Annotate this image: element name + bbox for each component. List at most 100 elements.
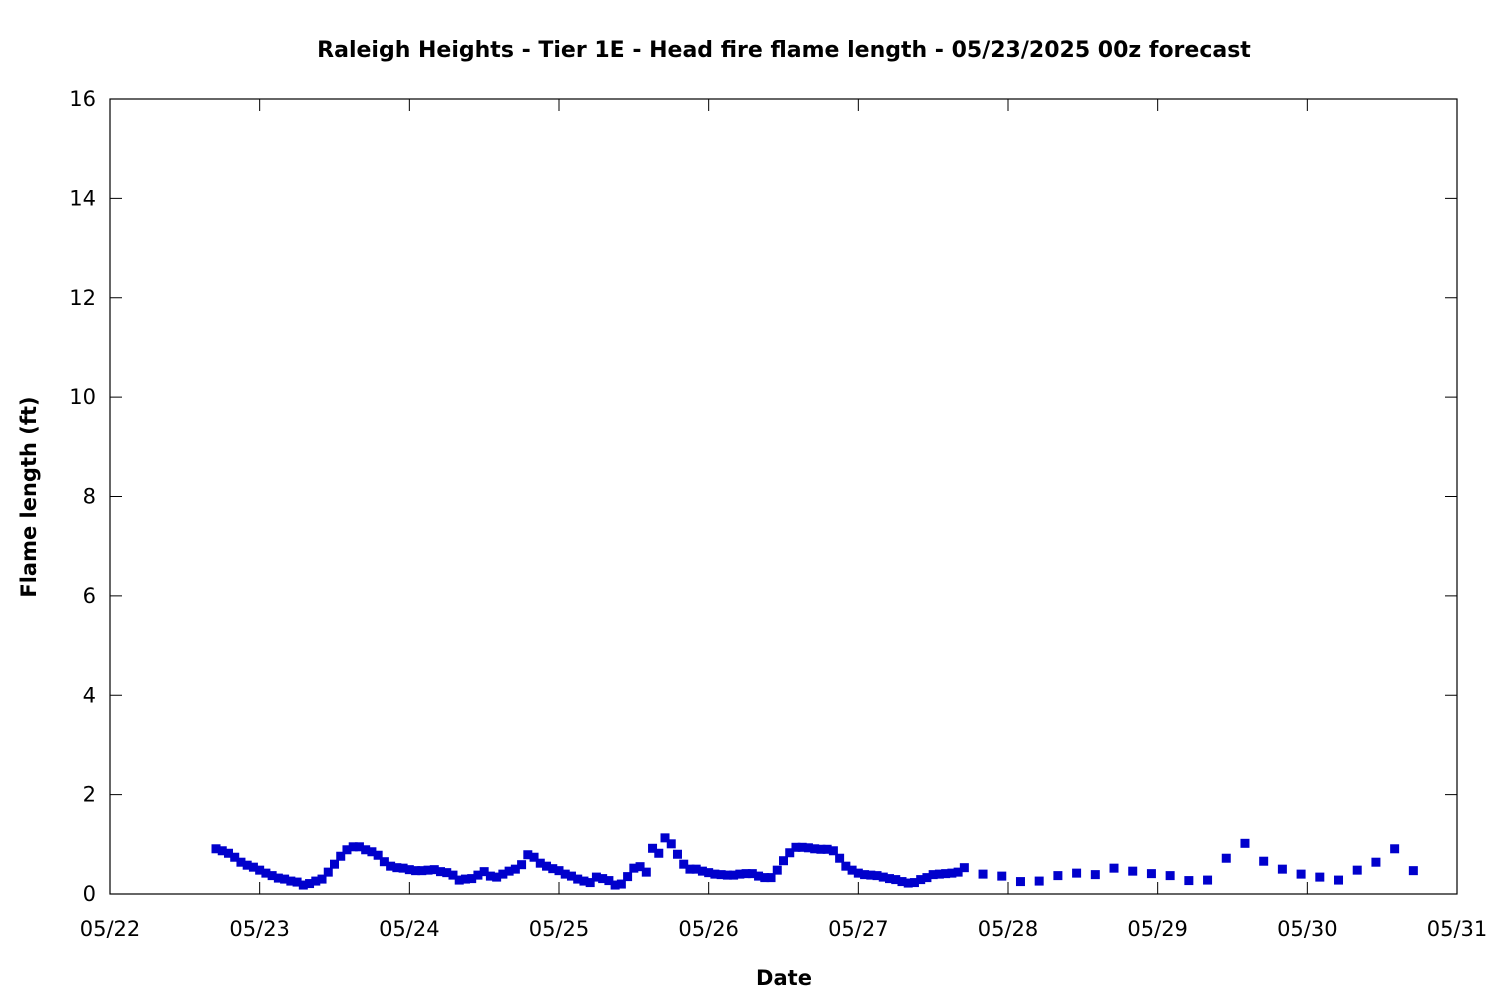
data-point (959, 863, 969, 873)
data-point (1277, 864, 1287, 874)
data-points (211, 833, 1418, 890)
data-point (442, 868, 452, 878)
data-point (629, 863, 639, 873)
data-point (286, 876, 296, 886)
data-point (460, 874, 470, 884)
data-point (810, 844, 820, 854)
data-point (791, 842, 801, 852)
data-point (342, 845, 352, 855)
x-axis-title: Date (756, 966, 812, 990)
data-point (510, 864, 520, 874)
data-point (560, 869, 570, 879)
data-point (348, 842, 358, 852)
data-point (554, 866, 564, 876)
data-point (1296, 869, 1306, 879)
data-point (479, 867, 489, 877)
data-point (872, 871, 882, 881)
y-tick-label: 14 (69, 186, 96, 210)
data-point (542, 861, 552, 871)
data-point (654, 848, 664, 858)
data-point (1128, 866, 1138, 876)
data-point (1352, 865, 1362, 875)
data-point (361, 845, 371, 855)
data-point (610, 880, 620, 890)
y-tick-label: 2 (83, 783, 96, 807)
data-point (666, 839, 676, 849)
data-point (223, 848, 233, 858)
data-point (467, 874, 477, 884)
data-point (754, 871, 764, 881)
data-point (623, 872, 633, 882)
data-point (860, 870, 870, 880)
y-tick-label: 12 (69, 286, 96, 310)
data-point (379, 857, 389, 867)
data-point (635, 862, 645, 872)
data-point (535, 858, 545, 868)
data-point (1165, 871, 1175, 881)
data-point (941, 869, 951, 879)
data-point (847, 865, 857, 875)
data-point (473, 870, 483, 880)
y-tick-label: 4 (83, 683, 96, 707)
data-point (566, 871, 576, 881)
data-point (579, 876, 589, 886)
data-point (1203, 875, 1213, 885)
data-point (679, 859, 689, 869)
data-point (585, 878, 595, 888)
data-point (255, 865, 265, 875)
y-tick-label: 10 (69, 385, 96, 409)
data-point (404, 865, 414, 875)
data-point (1390, 844, 1400, 854)
data-point (604, 876, 614, 886)
data-point (454, 875, 464, 885)
x-axis-ticks: 05/22 05/23 05/24 05/25 05/26 05/27 05/28 05/29… (80, 99, 1487, 941)
data-point (891, 875, 901, 885)
data-point (591, 872, 601, 882)
data-point (1109, 863, 1119, 873)
data-point (797, 842, 807, 852)
data-point (616, 879, 626, 889)
data-point (828, 846, 838, 856)
data-point (710, 869, 720, 879)
data-point (392, 863, 402, 873)
data-point (953, 867, 963, 877)
x-tick-label: 05/30 (1277, 917, 1338, 941)
data-point (298, 880, 308, 890)
data-point (735, 869, 745, 879)
data-point (323, 867, 333, 877)
data-point (866, 870, 876, 880)
data-point (841, 861, 851, 871)
data-point (641, 867, 651, 877)
data-point (1334, 875, 1344, 885)
data-point (909, 878, 919, 888)
data-point (853, 868, 863, 878)
data-point (242, 860, 252, 870)
data-point (1259, 856, 1269, 866)
data-point (766, 873, 776, 883)
x-tick-label: 05/24 (379, 917, 440, 941)
data-point (423, 865, 433, 875)
data-point (1371, 857, 1381, 867)
y-tick-label: 6 (83, 584, 96, 608)
data-point (498, 869, 508, 879)
data-point (1184, 876, 1194, 886)
plot-frame (109, 98, 1458, 895)
data-point (417, 866, 427, 876)
data-point (354, 842, 364, 852)
data-point (672, 849, 682, 859)
data-point (317, 874, 327, 884)
data-point (947, 868, 957, 878)
data-point (230, 852, 240, 862)
data-point (779, 856, 788, 866)
x-tick-label: 05/25 (529, 917, 590, 941)
data-point (772, 865, 782, 875)
data-point (816, 844, 826, 854)
data-point (548, 864, 558, 874)
data-point (760, 873, 770, 883)
data-point (311, 876, 321, 886)
data-point (691, 864, 701, 874)
data-point (747, 869, 757, 879)
data-point (267, 871, 277, 881)
data-point (398, 863, 408, 873)
